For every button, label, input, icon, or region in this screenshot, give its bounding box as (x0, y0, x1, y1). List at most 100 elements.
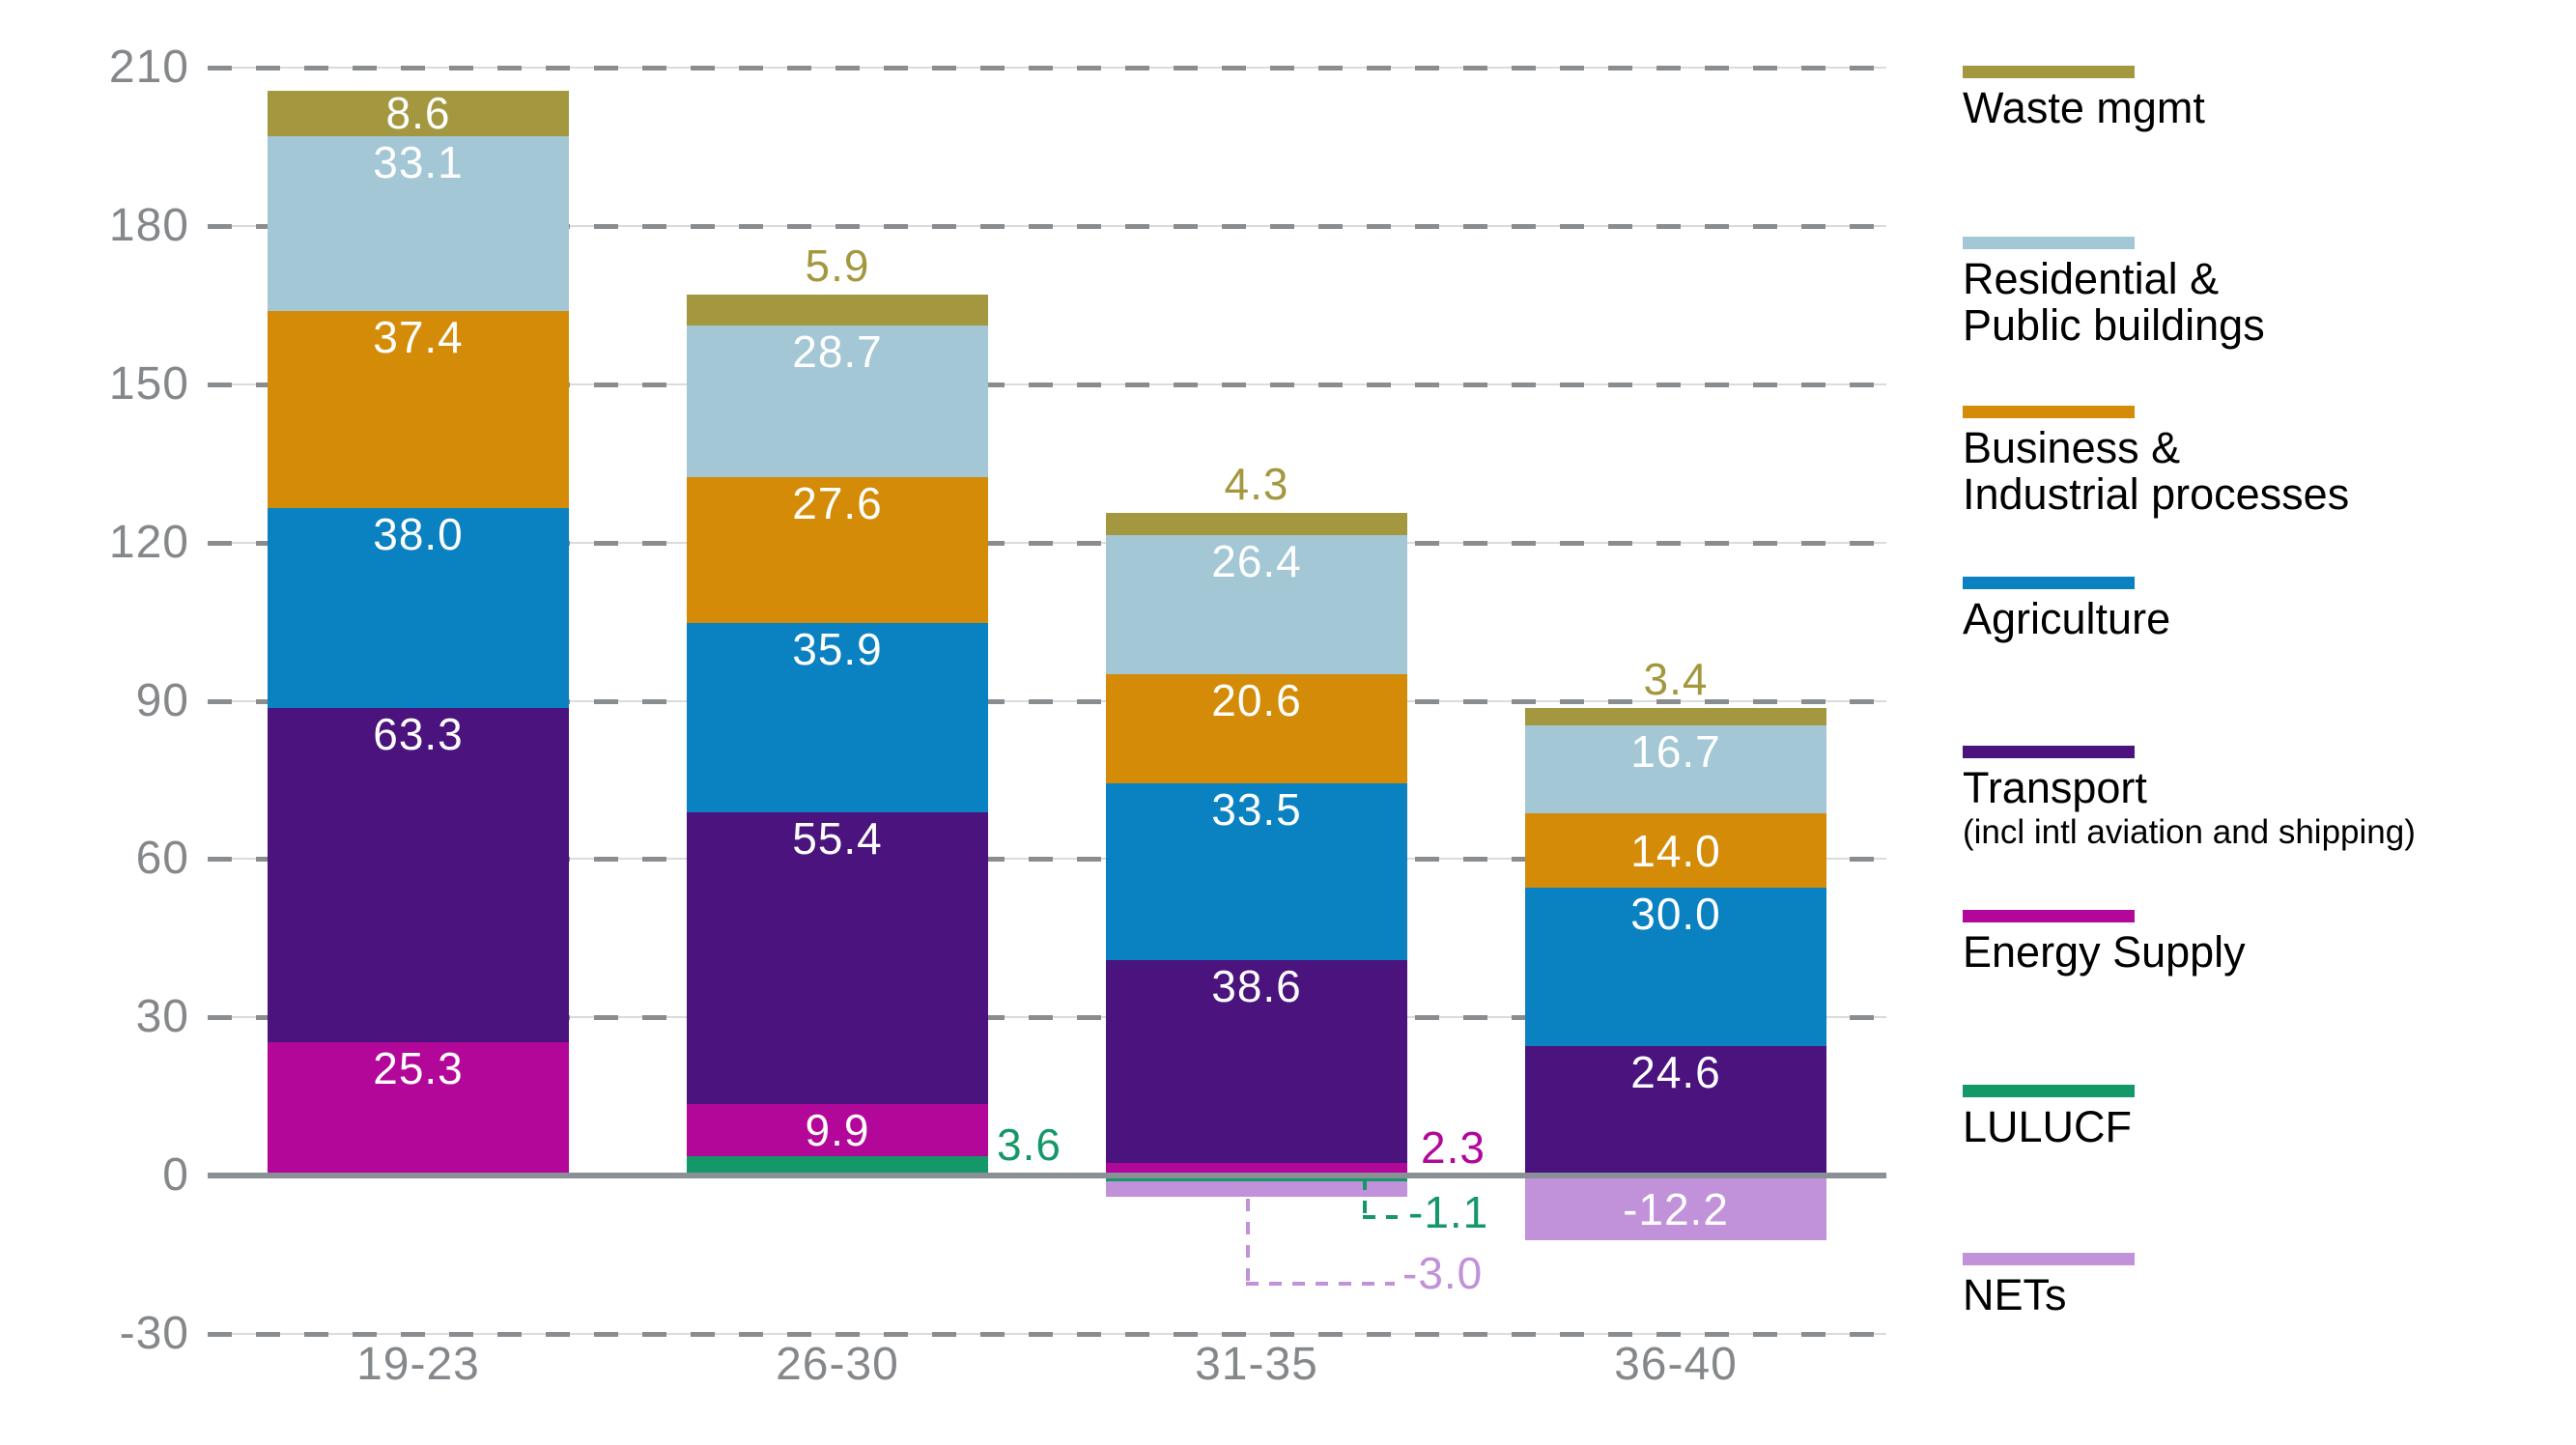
gridline-210 (208, 66, 1886, 71)
bar-segment-energy (687, 1104, 988, 1157)
bar-segment-business (1525, 813, 1826, 888)
y-tick-label-210: 210 (108, 42, 189, 94)
leader-line-lulucf (1363, 1177, 1367, 1224)
bar-segment-business (1106, 674, 1407, 783)
value-label-energy: 2.3 (1421, 1122, 1486, 1173)
legend-sublabel-transport: (incl intl aviation and shipping) (1963, 813, 2416, 851)
bar-segment-residential (1525, 725, 1826, 814)
legend-label-residential: Public buildings (1963, 300, 2265, 350)
bar-segment-lulucf (1106, 1176, 1407, 1181)
y-tick-label-30: 30 (135, 991, 189, 1043)
value-label-business: 20.6 (1211, 675, 1302, 726)
legend-label-nets: NETs (1963, 1270, 2067, 1319)
value-label-agriculture: 33.5 (1211, 783, 1302, 835)
gridline-60 (208, 857, 1886, 863)
legend-label-agriculture: Agriculture (1963, 594, 2171, 643)
bar-segment-agriculture (1525, 887, 1826, 1046)
y-tick-label-150: 150 (108, 358, 189, 410)
value-label-agriculture: 35.9 (792, 623, 883, 674)
value-label-business: 37.4 (373, 311, 464, 362)
legend-swatch-business (1963, 406, 2135, 418)
legend-label-business: Business & (1963, 423, 2181, 472)
gridline--30 (208, 1331, 1886, 1337)
value-label-transport: 63.3 (373, 709, 464, 760)
value-label-waste: 4.3 (1224, 458, 1289, 509)
leader-line-lulucf (1363, 1215, 1398, 1219)
legend-label-residential: Residential & (1963, 254, 2220, 303)
value-label-residential: 33.1 (373, 136, 464, 187)
bar-segment-waste (687, 295, 988, 326)
value-label-agriculture: 30.0 (1630, 888, 1721, 939)
zero-axis-line (208, 1173, 1886, 1178)
bar-segment-transport (268, 708, 569, 1042)
value-label-business: 14.0 (1630, 825, 1721, 876)
legend-label-lulucf: LULUCF (1963, 1102, 2133, 1151)
x-axis-label-36-40: 36-40 (1614, 1339, 1738, 1390)
bar-segment-business (687, 477, 988, 623)
bar-segment-transport (687, 811, 988, 1105)
value-label-business: 27.6 (792, 478, 883, 529)
value-label-transport: 24.6 (1630, 1046, 1721, 1097)
bar-segment-energy (268, 1041, 569, 1176)
leader-line-nets (1246, 1199, 1250, 1288)
legend-swatch-lulucf (1963, 1085, 2135, 1097)
legend-swatch-transport (1963, 746, 2135, 758)
bar-segment-waste (268, 90, 569, 136)
value-label-lulucf: 3.6 (997, 1119, 1062, 1170)
value-label-energy: 9.9 (805, 1105, 870, 1156)
x-axis-label-31-35: 31-35 (1195, 1339, 1318, 1390)
y-tick-label-60: 60 (135, 833, 189, 885)
legend-swatch-agriculture (1963, 577, 2135, 589)
legend-label-transport: Transport (1963, 763, 2147, 812)
bar-segment-waste (1106, 512, 1407, 536)
bar-segment-transport (1106, 959, 1407, 1164)
x-axis-label-19-23: 19-23 (356, 1339, 480, 1390)
y-tick-label-90: 90 (135, 674, 189, 726)
bar-segment-nets (1525, 1176, 1826, 1240)
value-label-waste: 5.9 (805, 241, 870, 292)
value-label-waste: 3.4 (1643, 653, 1709, 704)
value-label-residential: 28.7 (792, 326, 883, 378)
legend-swatch-nets (1963, 1253, 2135, 1265)
y-tick-label-0: 0 (162, 1149, 189, 1201)
gridline-90 (208, 698, 1886, 704)
y-tick-label-180: 180 (108, 200, 189, 252)
bar-segment-agriculture (268, 507, 569, 709)
legend-swatch-energy (1963, 910, 2135, 922)
y-tick-label-120: 120 (108, 516, 189, 568)
bar-segment-residential (1106, 535, 1407, 675)
value-label-energy: 25.3 (373, 1042, 464, 1093)
value-label-waste: 8.6 (385, 88, 451, 139)
legend-label-energy: Energy Supply (1963, 927, 2246, 977)
bar-segment-transport (1525, 1045, 1826, 1176)
y-tick-label--30: -30 (119, 1307, 189, 1359)
value-label-residential: 26.4 (1211, 536, 1302, 587)
value-label-transport: 38.6 (1211, 960, 1302, 1011)
value-label-lulucf: -1.1 (1408, 1187, 1489, 1237)
value-label-residential: 16.7 (1630, 726, 1721, 778)
bar-segment-residential (687, 326, 988, 478)
x-axis-label-26-30: 26-30 (776, 1339, 899, 1390)
bar-segment-waste (1525, 707, 1826, 726)
leader-line-nets (1246, 1282, 1395, 1286)
bar-segment-energy (1106, 1163, 1407, 1176)
gridline-150 (208, 382, 1886, 387)
gridline-120 (208, 540, 1886, 546)
bar-segment-agriculture (1106, 782, 1407, 960)
value-label-nets: -3.0 (1402, 1248, 1484, 1298)
bar-segment-residential (268, 135, 569, 311)
legend-swatch-waste (1963, 66, 2135, 78)
value-label-agriculture: 38.0 (373, 508, 464, 559)
legend-swatch-residential (1963, 237, 2135, 249)
bar-segment-lulucf (687, 1156, 988, 1176)
bar-segment-agriculture (687, 622, 988, 812)
value-label-nets: -12.2 (1623, 1184, 1729, 1235)
legend-label-business: Industrial processes (1963, 469, 2350, 519)
bar-segment-business (268, 310, 569, 508)
legend-label-waste: Waste mgmt (1963, 83, 2205, 132)
value-label-transport: 55.4 (792, 812, 883, 864)
bar-segment-nets (1106, 1181, 1407, 1198)
